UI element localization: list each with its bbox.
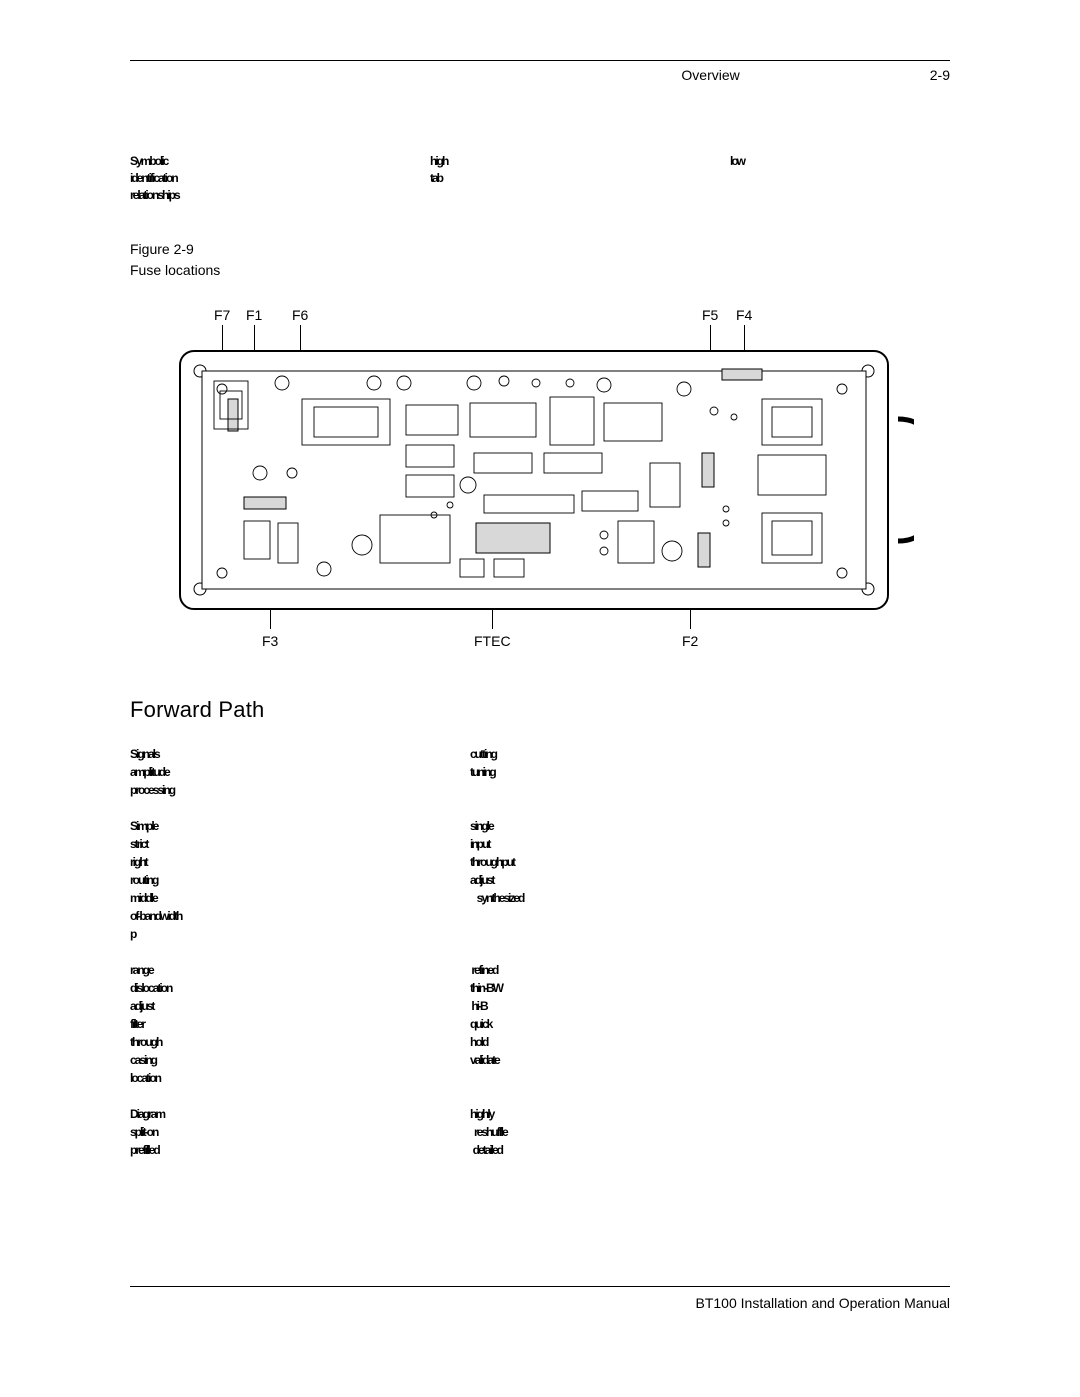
section-title: Forward Path [130, 697, 950, 723]
header-row: Overview 2-9 [130, 67, 950, 83]
fuse-diagram: F7 F1 F6 F5 F4 F3 FTEC F2 [130, 307, 950, 657]
label-f6: F6 [292, 307, 308, 323]
page-content: Overview 2-9 Symbolicidentificationrelat… [130, 60, 950, 1337]
header-page: 2-9 [930, 67, 950, 83]
intro-col-1: Symbolicidentificationrelationships [130, 153, 290, 203]
intro-col-3: low [730, 153, 810, 203]
ftec-module [476, 523, 550, 553]
footer-text: BT100 Installation and Operation Manual [696, 1295, 951, 1311]
label-f5: F5 [702, 307, 718, 323]
fuse-block [698, 533, 710, 567]
figure-label: Figure 2-9 Fuse locations [130, 239, 950, 281]
fuse-block [228, 399, 238, 431]
fuse-block [722, 369, 762, 380]
fuse-block [244, 497, 286, 509]
forward-path-text: Signalsamplitudeprocessing cuttingtuning… [130, 745, 950, 1159]
figure-caption: Fuse locations [130, 260, 950, 281]
label-ftec: FTEC [474, 633, 511, 649]
header-rule [130, 60, 950, 61]
handle-right [898, 419, 914, 541]
intro-col-2: hightab [430, 153, 590, 203]
footer: BT100 Installation and Operation Manual [130, 1286, 950, 1311]
intro-text: Symbolicidentificationrelationships high… [130, 153, 950, 203]
label-f3: F3 [262, 633, 278, 649]
fuse-block [702, 453, 714, 487]
label-f7: F7 [214, 307, 230, 323]
label-f4: F4 [736, 307, 752, 323]
label-f2: F2 [682, 633, 698, 649]
circuit-board-svg [174, 345, 914, 615]
label-f1: F1 [246, 307, 262, 323]
header-section: Overview [681, 67, 739, 83]
figure-number: Figure 2-9 [130, 239, 950, 260]
